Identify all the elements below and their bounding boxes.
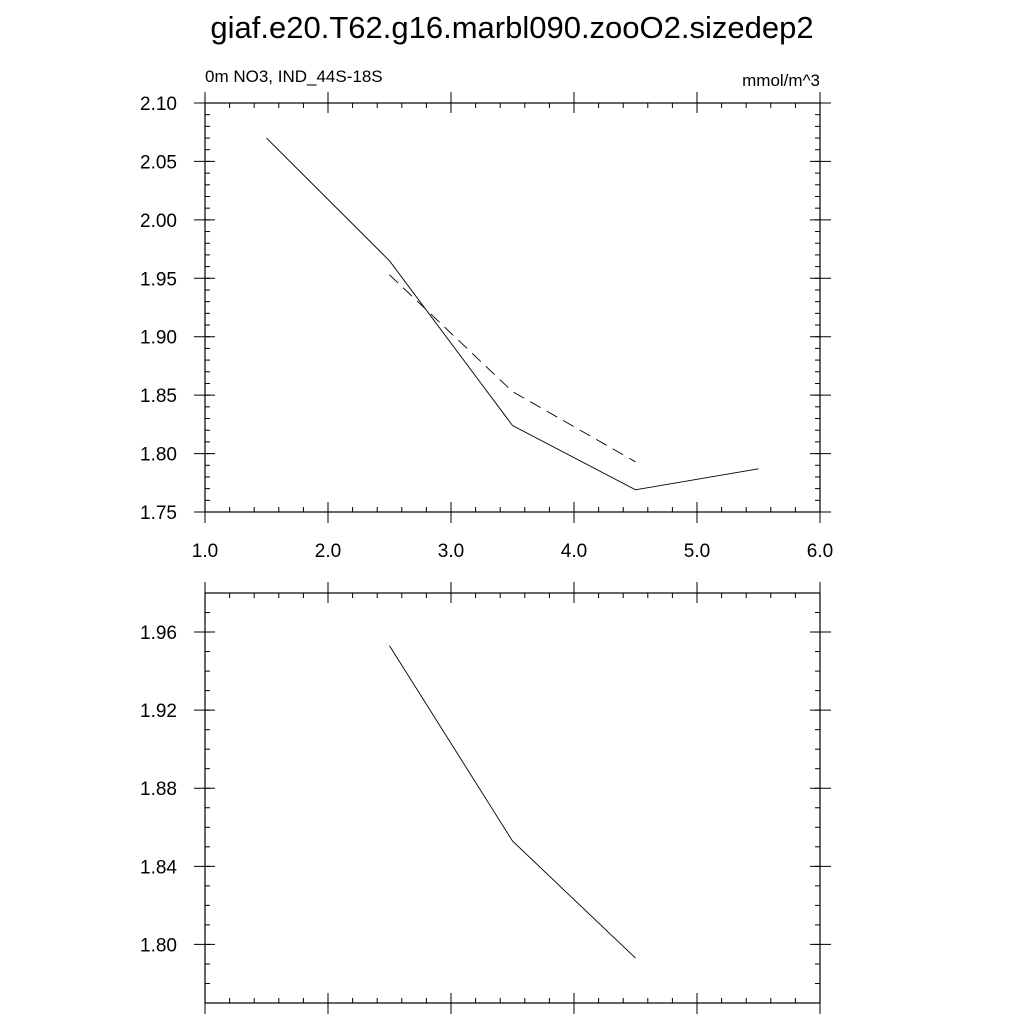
- top-x-tick-label: 5.0: [684, 541, 710, 562]
- top-y-tick-label: 1.80: [140, 445, 177, 466]
- top-series-line-dashed: [389, 274, 636, 463]
- bottom-y-tick-label: 1.80: [140, 935, 177, 956]
- top-series-group: [266, 137, 759, 491]
- top-plot-frame: [204, 102, 821, 513]
- top-series-line-solid: [266, 137, 759, 491]
- bottom-y-tick-label: 1.88: [140, 779, 177, 800]
- bottom-plot-frame: [204, 592, 821, 1004]
- top-axis-ticks: 1.0 2.0 3.0 4.0 5.0 6.0 1.75 1.80 1.85 1.90 1.95 2.…: [140, 92, 833, 562]
- top-y-tick-label: 2.00: [140, 211, 177, 232]
- bottom-series-line-solid: [389, 645, 636, 959]
- bottom-y-tick-label: 1.96: [140, 623, 177, 644]
- top-x-tick-label: 4.0: [561, 541, 587, 562]
- top-x-tick-label: 1.0: [192, 541, 218, 562]
- top-x-tick-label: 6.0: [807, 541, 833, 562]
- top-y-tick-label: 1.85: [140, 386, 177, 407]
- top-y-tick-label: 1.75: [140, 503, 177, 524]
- bottom-series-group: [389, 645, 636, 959]
- bottom-y-tick-label: 1.84: [140, 857, 177, 878]
- bottom-panel: 1.80 1.84 1.88 1.92 1.96: [140, 582, 831, 1014]
- top-x-tick-label: 2.0: [315, 541, 341, 562]
- chart-title: giaf.e20.T62.g16.marbl090.zooO2.sizedep2: [210, 10, 813, 45]
- top-panel: 0m NO3, IND_44S-18S mmol/m^3 1.0 2.0 3.0 4.…: [140, 67, 833, 562]
- top-y-tick-label: 1.90: [140, 328, 177, 349]
- bottom-axis-ticks: 1.80 1.84 1.88 1.92 1.96: [140, 582, 831, 1014]
- top-y-tick-label: 1.95: [140, 269, 177, 290]
- top-x-tick-label: 3.0: [438, 541, 464, 562]
- top-panel-left-label: 0m NO3, IND_44S-18S: [205, 67, 383, 86]
- top-y-tick-label: 2.05: [140, 152, 177, 173]
- bottom-y-tick-label: 1.92: [140, 701, 177, 722]
- top-panel-units-label: mmol/m^3: [742, 71, 820, 90]
- top-y-tick-label: 2.10: [140, 94, 177, 115]
